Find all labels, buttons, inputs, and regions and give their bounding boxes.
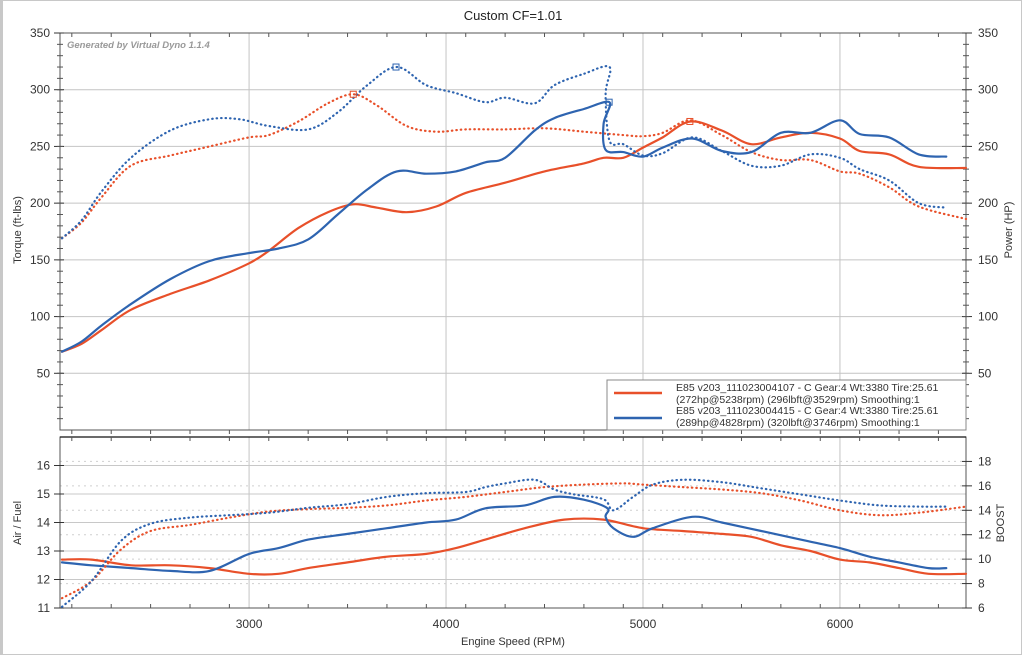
x-tick-label: 6000 [827,617,854,631]
top-axes: 50 100 150 200 250 300 350 50 100 150 200 250 300 350 [30,26,998,434]
x-axis-title: Engine Speed (RPM) [461,636,565,648]
boost-tick-label: 14 [978,503,992,517]
torque-tick-label: 350 [30,26,50,40]
torque-axis-title: Torque (ft-lbs) [12,196,24,264]
x-tick-label: 5000 [630,617,657,631]
series-line-run-004107-torque-ft-lbs- [60,93,968,240]
afr-tick-label: 13 [37,544,51,558]
legend: E85 v203_111023004107 - C Gear:4 Wt:3380… [606,379,967,431]
torque-tick-label: 100 [30,310,50,324]
airfuel-axis-title: Air / Fuel [12,501,24,545]
top-series [60,63,968,353]
peak-marker [349,90,357,98]
power-tick-label: 150 [978,253,998,267]
bottom-axes: 3000 4000 5000 6000 11 12 13 14 15 16 6 8 10 12 14 16 18 [37,437,992,631]
boost-tick-label: 18 [978,454,992,468]
power-tick-label: 250 [978,139,998,153]
power-axis-title: Power (HP) [1003,202,1015,259]
afr-tick-label: 15 [37,487,51,501]
peak-marker [686,117,694,125]
boost-tick-label: 16 [978,479,992,493]
top-plot-area [59,32,967,431]
series-line-run-004107-boost [60,482,968,600]
boost-tick-label: 6 [978,601,985,615]
afr-tick-label: 14 [37,516,51,530]
series-line-run-004415-air-fuel [60,495,948,574]
torque-tick-label: 50 [37,366,51,380]
top-grid [60,33,966,430]
torque-tick-label: 250 [30,139,50,153]
power-tick-label: 200 [978,196,998,210]
power-tick-label: 50 [978,366,992,380]
power-tick-label: 350 [978,26,998,40]
power-tick-label: 300 [978,83,998,97]
boost-tick-label: 12 [978,528,992,542]
series-line-run-004415-torque-ft-lbs- [60,65,948,240]
legend-box [606,379,967,431]
legend-label-run-2-line-2: (289hp@4828rpm) (320lbft@3746rpm) Smooth… [676,417,920,429]
bottom-series [60,478,968,608]
x-tick-label: 4000 [433,617,460,631]
x-tick-label: 3000 [236,617,263,631]
legend-label-run-1-line-2: (272hp@5238rpm) (296lbft@3529rpm) Smooth… [676,394,920,406]
legend-label-run-2-line-1: E85 v203_111023004415 - C Gear:4 Wt:3380… [676,405,938,417]
legend-label-run-1-line-1: E85 v203_111023004107 - C Gear:4 Wt:3380… [676,382,938,394]
watermark: Generated by Virtual Dyno 1.1.4 [67,40,210,51]
chart-title: Custom CF=1.01 [464,8,563,23]
afr-tick-label: 11 [38,601,51,615]
bottom-grid [60,437,966,609]
peak-marker [392,63,400,71]
series-line-run-004107-air-fuel [60,517,968,576]
torque-tick-label: 300 [30,83,50,97]
peak-marker [605,98,613,106]
afr-tick-label: 12 [37,573,51,587]
afr-tick-label: 16 [37,459,51,473]
series-line-run-004415-power-hp- [60,100,948,353]
boost-axis-title: BOOST [995,503,1007,542]
boost-tick-label: 8 [978,577,985,591]
boost-tick-label: 10 [978,552,992,566]
torque-tick-label: 150 [30,253,50,267]
power-tick-label: 100 [978,310,998,324]
torque-tick-label: 200 [30,196,50,210]
